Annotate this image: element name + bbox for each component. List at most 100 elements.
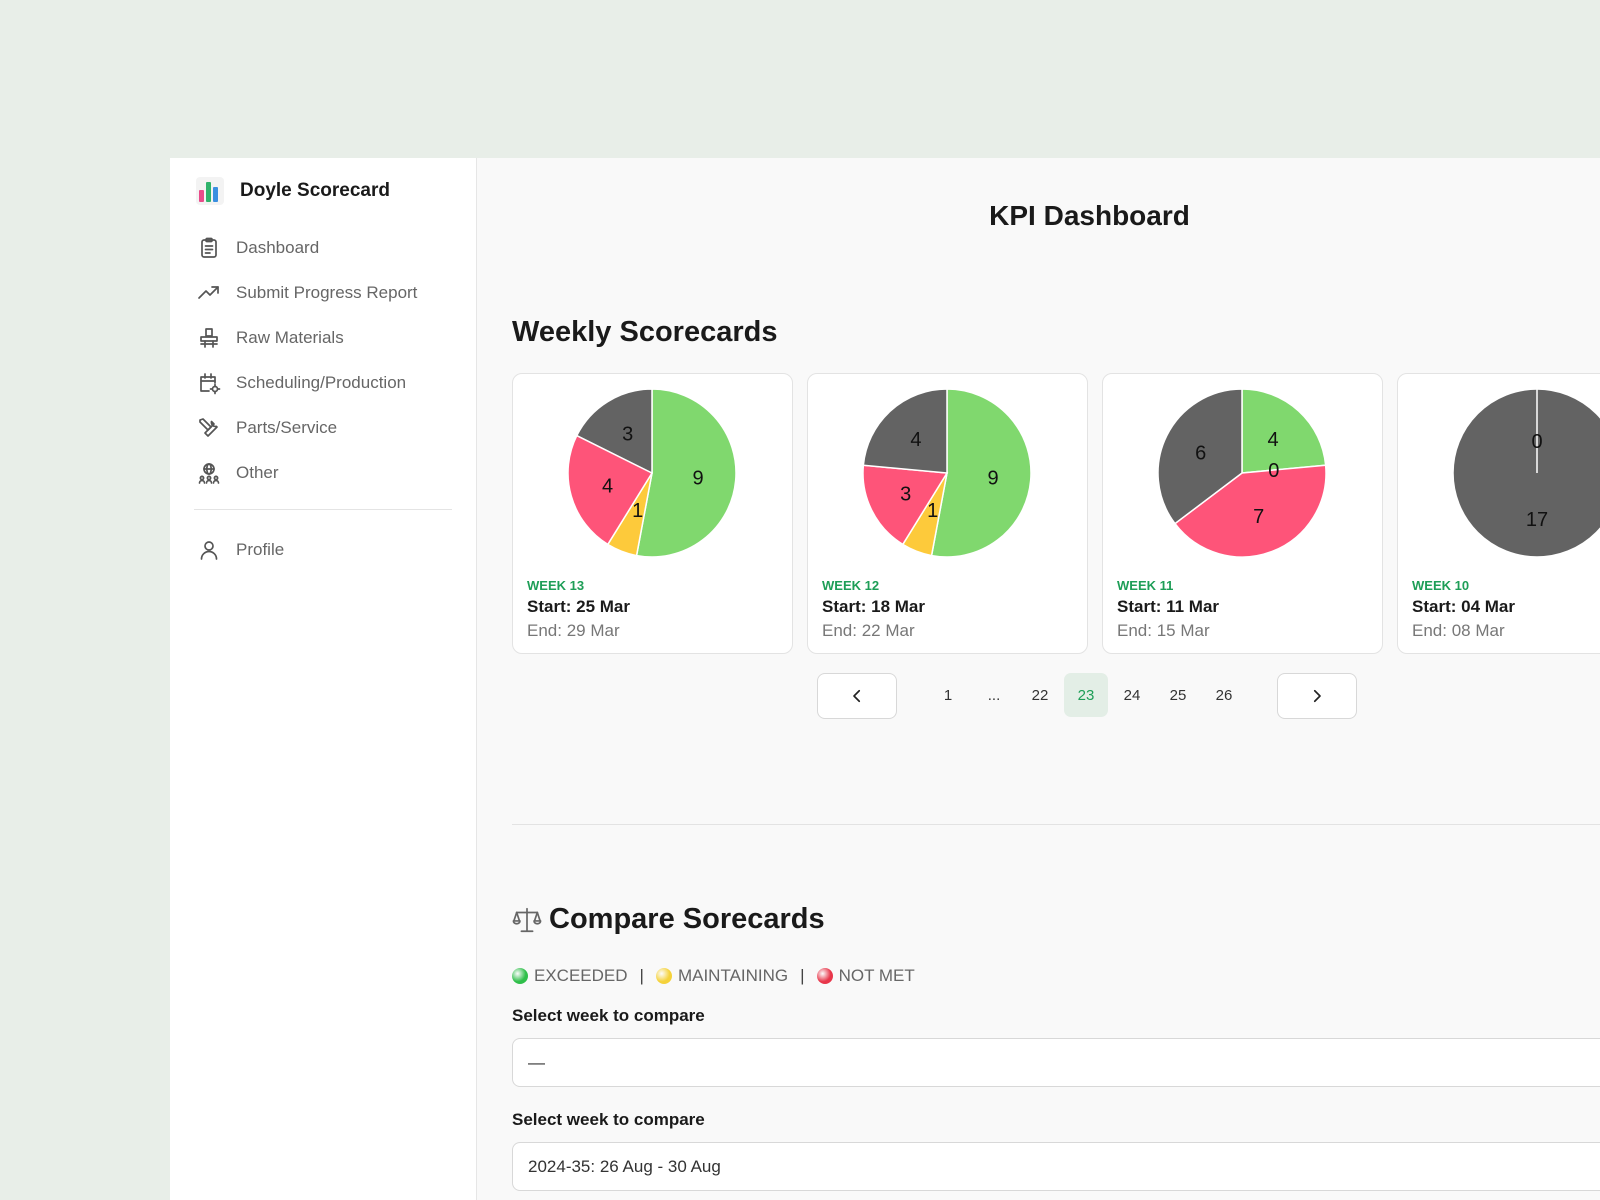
legend-separator: | bbox=[639, 966, 644, 985]
sidebar-divider bbox=[194, 509, 452, 510]
card-week: WEEK 11 bbox=[1117, 578, 1174, 593]
pie-slice-exceeded bbox=[635, 388, 737, 558]
sidebar-item-raw-materials[interactable]: Raw Materials bbox=[182, 316, 464, 360]
sidebar-item-other[interactable]: Other bbox=[182, 451, 464, 495]
pie-chart: 4 0 7 6 bbox=[1157, 388, 1327, 558]
pie-chart: 9 13 4 bbox=[862, 388, 1032, 558]
legend-separator: | bbox=[800, 966, 805, 985]
pie-slice-not-submitted bbox=[862, 388, 948, 474]
pie-label-not-submitted: 6 bbox=[1195, 442, 1206, 464]
sidebar-item-label: Other bbox=[236, 463, 279, 482]
chevron-left-icon bbox=[853, 689, 861, 703]
card-week: WEEK 10 bbox=[1412, 578, 1470, 593]
tools-icon bbox=[196, 415, 222, 441]
pie-label-not-met: 3 bbox=[900, 484, 911, 506]
pie-label-maintaining: 0 bbox=[1268, 460, 1279, 482]
sidebar-item-scheduling-production[interactable]: Scheduling/Production bbox=[182, 361, 464, 405]
pie-slice-not-submitted bbox=[1452, 388, 1600, 558]
compare-title-text: Compare Sorecards bbox=[549, 903, 825, 935]
legend-maintaining: MAINTAINING bbox=[677, 966, 789, 985]
select-value: 2024-35: 26 Aug - 30 Aug bbox=[528, 1156, 721, 1176]
chevron-right-icon bbox=[1313, 689, 1321, 703]
card-end: End: 15 Mar bbox=[1117, 621, 1210, 640]
pie-label-maintaining: 1 bbox=[927, 500, 938, 522]
pie-label-not-submitted: 17 bbox=[1526, 509, 1548, 531]
prev-page-button[interactable] bbox=[817, 673, 897, 719]
pagination: 1 ... 22 23 24 25 26 bbox=[477, 673, 1600, 719]
compare-week-1-select[interactable]: — bbox=[512, 1038, 1600, 1087]
brand-title: Doyle Scorecard bbox=[240, 180, 390, 201]
legend-not-met: NOT MET bbox=[838, 966, 915, 985]
sidebar-item-parts-service[interactable]: Parts/Service bbox=[182, 406, 464, 450]
pie-slice-not-submitted bbox=[575, 388, 653, 475]
sidebar-item-submit-progress-report[interactable]: Submit Progress Report bbox=[182, 271, 464, 315]
sidebar: Doyle Scorecard Dashboard Submit Progres… bbox=[170, 158, 477, 1200]
page-number[interactable]: 25 bbox=[1169, 686, 1187, 704]
red-circle-icon bbox=[816, 968, 833, 984]
bar-chart-logo-icon bbox=[196, 177, 224, 205]
green-circle-icon bbox=[512, 968, 528, 984]
pie-label-not-met: 4 bbox=[602, 476, 613, 498]
section-divider bbox=[512, 824, 1600, 825]
compare-week-2-label: Select week to compare bbox=[512, 1110, 705, 1129]
card-week: WEEK 13 bbox=[527, 578, 585, 593]
sidebar-item-label: Dashboard bbox=[236, 238, 320, 257]
status-legend: EXCEEDED | MAINTAINING | NOT MET bbox=[512, 966, 915, 986]
card-end: End: 22 Mar bbox=[822, 621, 915, 640]
weekly-scorecards-title: Weekly Scorecards bbox=[512, 316, 778, 348]
page-number-active[interactable]: 23 bbox=[1064, 673, 1108, 717]
brand[interactable]: Doyle Scorecard bbox=[196, 176, 464, 206]
pie-slice-exceeded bbox=[930, 388, 1032, 558]
scorecard-card[interactable]: 4 0 7 6 WEEK 11 Start: 11 Mar End: 15 Mar bbox=[1102, 373, 1383, 654]
page-number[interactable]: 26 bbox=[1215, 686, 1233, 704]
page-number[interactable]: 24 bbox=[1123, 686, 1141, 704]
pie-slice-not-met bbox=[862, 464, 949, 546]
trending-up-icon bbox=[196, 280, 222, 306]
sidebar-item-label: Raw Materials bbox=[236, 328, 344, 347]
pie-label-not-submitted: 3 bbox=[622, 424, 633, 446]
select-value: — bbox=[528, 1052, 545, 1072]
pie-chart: 0 17 bbox=[1452, 388, 1600, 558]
card-start: Start: 11 Mar bbox=[1117, 597, 1220, 616]
card-week: WEEK 12 bbox=[822, 578, 880, 593]
pie-label-exceeded: 9 bbox=[692, 467, 703, 489]
balance-scale-icon bbox=[512, 907, 542, 932]
compare-week-1-label: Select week to compare bbox=[512, 1006, 705, 1025]
legend-exceeded: EXCEEDED bbox=[534, 966, 628, 985]
pie-slice-not-met bbox=[1173, 464, 1327, 558]
sidebar-item-dashboard[interactable]: Dashboard bbox=[182, 226, 464, 270]
pie-slice-not-submitted bbox=[1157, 388, 1243, 525]
sidebar-item-label: Scheduling/Production bbox=[236, 373, 407, 392]
scorecard-card[interactable]: 0 17 WEEK 10 Start: 04 Mar End: 08 Mar bbox=[1397, 373, 1600, 654]
card-end: End: 29 Mar bbox=[527, 621, 620, 640]
pie-label-not-met: 7 bbox=[1253, 506, 1264, 528]
forklift-icon bbox=[196, 325, 222, 351]
sidebar-nav-secondary: Profile bbox=[182, 528, 464, 572]
pie-slice-exceeded bbox=[1241, 388, 1327, 474]
page-number[interactable]: 1 bbox=[943, 686, 953, 704]
page-title: KPI Dashboard bbox=[989, 200, 1190, 231]
page-number[interactable]: 22 bbox=[1031, 686, 1049, 704]
sidebar-item-profile[interactable]: Profile bbox=[182, 528, 464, 572]
next-page-button[interactable] bbox=[1277, 673, 1357, 719]
compare-title: Compare Sorecards bbox=[512, 903, 825, 936]
sidebar-item-label: Profile bbox=[236, 540, 285, 559]
pie-label-exceeded: 4 bbox=[1268, 429, 1279, 451]
compare-week-2-select[interactable]: 2024-35: 26 Aug - 30 Aug bbox=[512, 1142, 1600, 1191]
user-icon bbox=[196, 537, 222, 563]
card-start: Start: 25 Mar bbox=[527, 597, 630, 616]
sidebar-item-label: Submit Progress Report bbox=[236, 283, 418, 302]
page-ellipsis: ... bbox=[987, 686, 1001, 704]
clipboard-icon bbox=[196, 235, 222, 261]
sidebar-nav: Dashboard Submit Progress Report Raw Mat… bbox=[182, 226, 464, 495]
card-start: Start: 04 Mar bbox=[1412, 597, 1515, 616]
pie-chart: 9 14 3 bbox=[567, 388, 737, 558]
calendar-gear-icon bbox=[196, 370, 222, 396]
app-window: Doyle Scorecard Dashboard Submit Progres… bbox=[170, 158, 1600, 1200]
globe-people-icon bbox=[196, 460, 222, 486]
card-start: Start: 18 Mar bbox=[822, 597, 925, 616]
scorecard-list: 9 1 4 3 WEEK 13 Start: 25 Mar End: 29 Mar 9… bbox=[512, 373, 1600, 654]
yellow-circle-icon bbox=[655, 968, 672, 984]
